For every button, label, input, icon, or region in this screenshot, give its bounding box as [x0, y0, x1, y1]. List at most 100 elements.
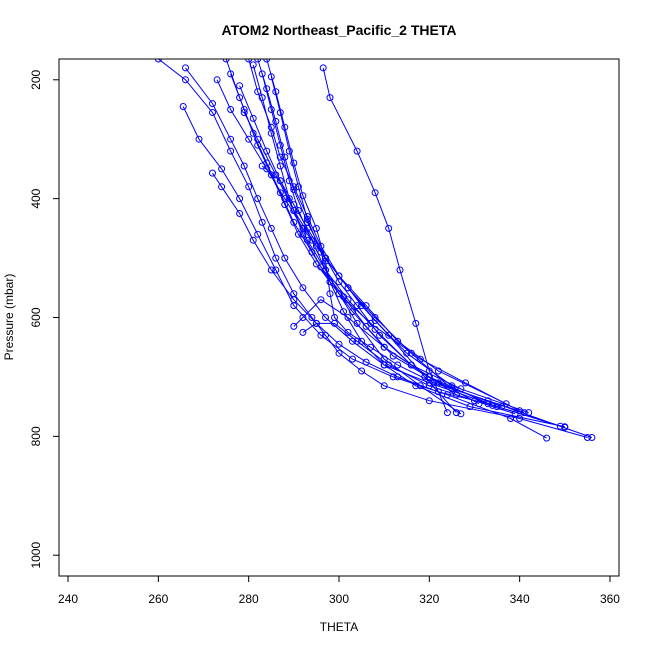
data-point: [281, 254, 289, 262]
data-point: [218, 183, 226, 191]
data-point: [308, 314, 316, 321]
data-point: [326, 94, 334, 102]
data-point: [154, 59, 162, 63]
data-point: [385, 361, 393, 369]
series-line: [261, 73, 462, 415]
data-point: [267, 224, 275, 232]
data-point: [349, 337, 356, 345]
series-line: [270, 76, 565, 428]
series-line: [293, 299, 480, 405]
data-point: [290, 322, 298, 330]
data-point: [335, 340, 343, 348]
data-point: [254, 230, 262, 238]
series-18: [290, 296, 483, 408]
data-point: [227, 135, 235, 143]
data-point: [396, 266, 404, 274]
data-point: [344, 328, 352, 336]
data-point: [412, 319, 420, 327]
data-point: [258, 70, 266, 78]
series-line: [243, 112, 507, 405]
x-tick-label: 340: [510, 592, 530, 606]
series-19: [299, 319, 478, 405]
data-point: [317, 248, 325, 256]
data-point: [299, 284, 307, 292]
data-point: [281, 153, 289, 161]
data-point: [380, 343, 388, 351]
series-14: [267, 73, 569, 431]
y-tick-label: 600: [29, 307, 43, 327]
x-tick-label: 240: [58, 592, 78, 606]
series-13: [263, 59, 596, 441]
data-point: [281, 201, 289, 209]
series-12: [258, 70, 465, 418]
data-point: [285, 147, 293, 155]
series-line: [182, 106, 547, 439]
x-tick-label: 320: [419, 592, 439, 606]
data-point: [403, 349, 411, 357]
data-point: [416, 355, 424, 363]
data-point: [236, 210, 244, 217]
series-line: [302, 322, 475, 402]
data-point: [443, 409, 451, 417]
data-point: [303, 215, 311, 223]
data-point: [335, 272, 343, 280]
series-line: [158, 59, 588, 438]
data-point: [389, 373, 397, 381]
data-point: [371, 189, 379, 197]
data-point: [385, 331, 393, 339]
data-point: [312, 319, 320, 327]
data-point: [222, 59, 230, 63]
data-point: [412, 382, 420, 390]
series-line: [252, 64, 502, 408]
data-point: [371, 317, 379, 324]
data-point: [407, 361, 415, 369]
series-line: [261, 165, 462, 390]
data-point: [236, 195, 244, 203]
data-point: [272, 117, 280, 125]
data-point: [258, 94, 266, 102]
data-point: [249, 236, 257, 244]
x-tick-label: 300: [329, 592, 349, 606]
data-point: [267, 266, 275, 274]
x-tick-label: 360: [600, 592, 620, 606]
data-point: [236, 82, 244, 90]
data-point: [272, 266, 280, 274]
data-point: [344, 314, 352, 321]
data-point: [276, 141, 284, 149]
y-axis: 200 400 600 800 1000: [29, 69, 60, 569]
data-point: [344, 284, 352, 292]
data-point: [227, 70, 235, 78]
data-point: [290, 159, 298, 167]
data-point: [319, 64, 327, 72]
data-point: [299, 328, 307, 336]
data-point: [317, 331, 325, 339]
data-point: [416, 382, 424, 390]
data-point: [245, 183, 253, 191]
data-point: [466, 403, 474, 411]
data-point: [254, 59, 262, 63]
data-point: [209, 169, 216, 177]
data-point: [326, 278, 334, 286]
data-point: [254, 195, 262, 203]
x-axis: 240 260 280 300 320 340 360: [58, 575, 620, 606]
data-point: [588, 434, 596, 441]
data-point: [312, 242, 320, 250]
y-tick-label: 1000: [29, 542, 43, 569]
y-tick-label: 800: [29, 426, 43, 446]
data-point: [294, 183, 302, 191]
data-point: [245, 59, 253, 63]
data-point: [240, 162, 248, 170]
data-point: [312, 224, 320, 232]
data-point: [272, 171, 280, 179]
data-point: [394, 361, 402, 369]
data-point: [263, 59, 271, 63]
data-point: [353, 337, 361, 345]
data-point: [516, 415, 524, 422]
series-line: [230, 73, 520, 412]
data-point: [353, 147, 361, 155]
y-tick-label: 400: [29, 188, 43, 208]
data-point: [254, 135, 262, 143]
data-point: [380, 382, 388, 390]
plot-area: [154, 59, 596, 442]
